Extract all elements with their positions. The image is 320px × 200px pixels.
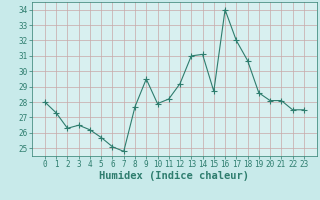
X-axis label: Humidex (Indice chaleur): Humidex (Indice chaleur) xyxy=(100,171,249,181)
